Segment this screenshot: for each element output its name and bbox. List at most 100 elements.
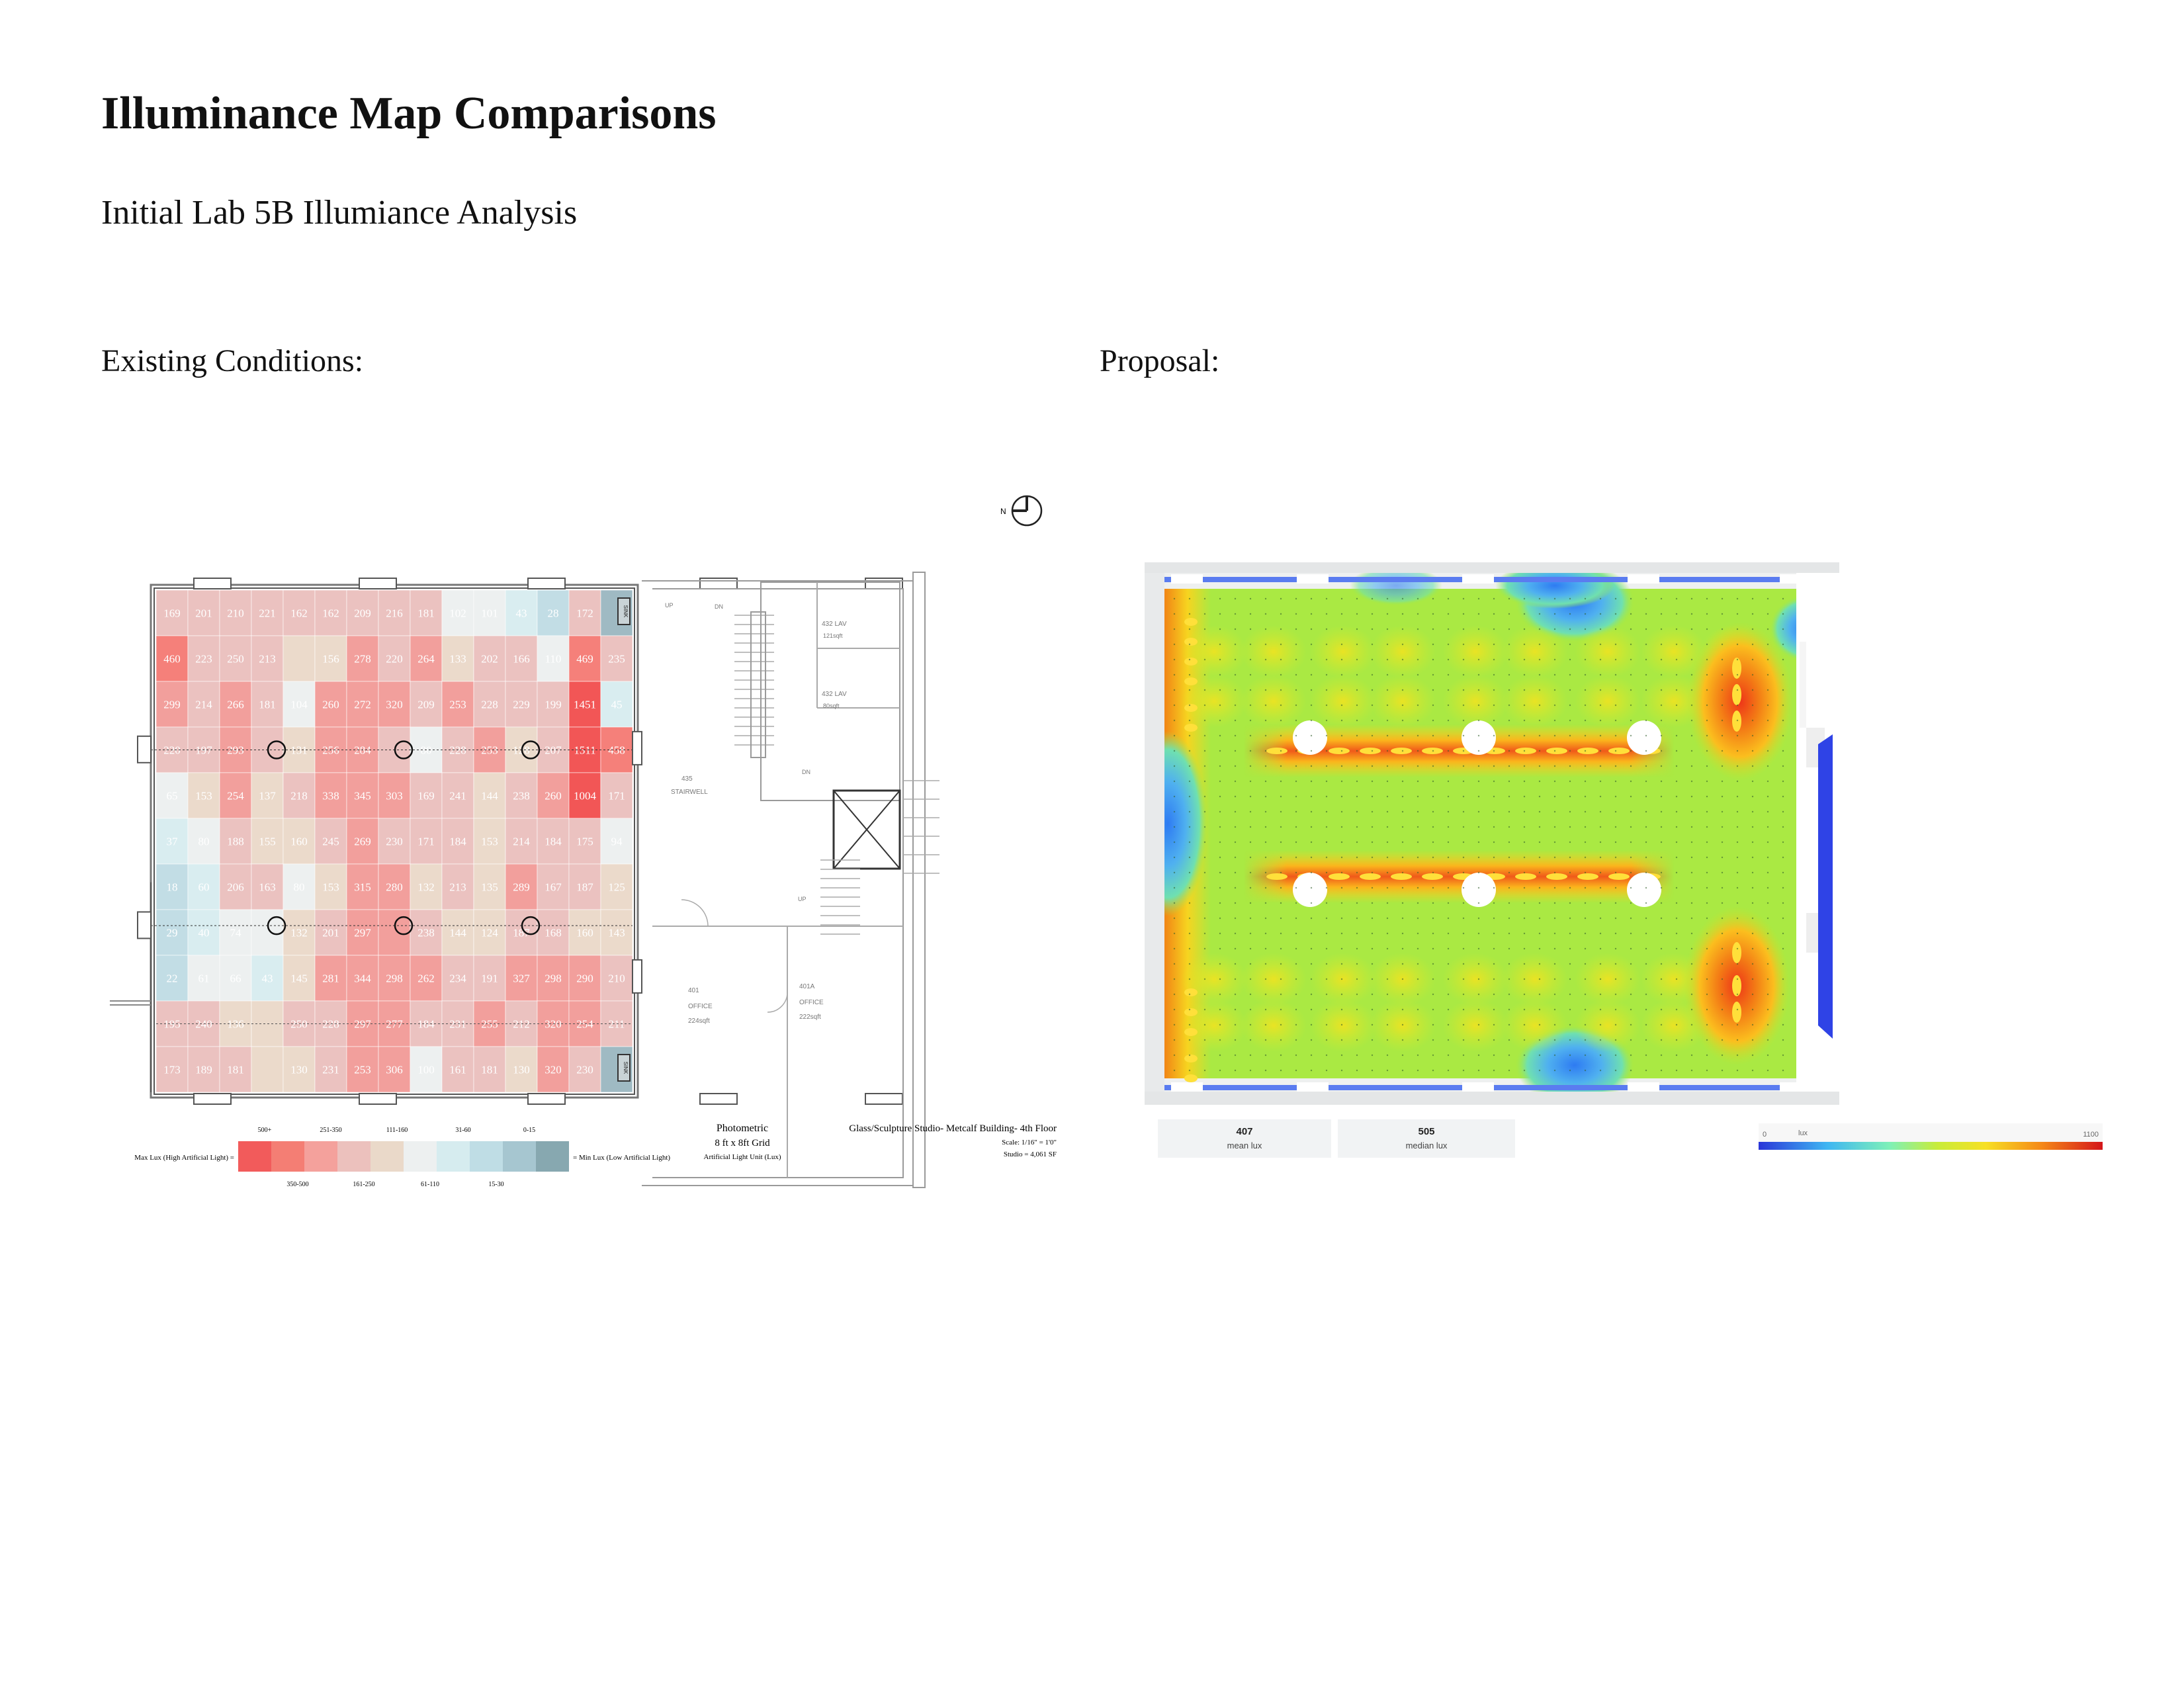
proposal-illuminance-heatmap xyxy=(1145,562,1839,1105)
lux-value: 234 xyxy=(449,973,466,985)
grid-cell xyxy=(378,955,411,1002)
room-label: 432 LAV xyxy=(822,691,847,698)
grid-cell xyxy=(187,909,220,956)
lux-value: 181 xyxy=(227,1064,244,1076)
proposal-heading: Proposal: xyxy=(1100,343,1220,378)
lux-value: 160 xyxy=(290,836,308,848)
lux-value: 272 xyxy=(354,699,371,711)
lux-value: 104 xyxy=(290,699,308,711)
room-label: 224sqft xyxy=(688,1017,710,1025)
existing-illuminance-plan: 169 201 210 221 162 162 209 216 181 102 101 43 28 172… xyxy=(110,495,1057,1188)
grid-cell xyxy=(505,772,538,819)
lux-value: 289 xyxy=(513,881,530,894)
legend-range-label: 350-500 xyxy=(286,1181,308,1188)
lux-value: 278 xyxy=(354,653,371,666)
lux-value: 298 xyxy=(386,973,403,985)
lux-value: 40 xyxy=(198,927,210,939)
grid-cell xyxy=(283,681,316,728)
lux-value: 469 xyxy=(576,653,593,666)
lux-value: 153 xyxy=(481,836,498,848)
column-icon xyxy=(267,916,286,935)
lux-value: 320 xyxy=(386,699,403,711)
grid-cell xyxy=(441,909,474,956)
grid-cell xyxy=(568,772,601,819)
lux-value: 209 xyxy=(417,699,435,711)
room-label: 121sqft xyxy=(823,632,843,639)
grid-cell xyxy=(441,772,474,819)
lux-value: 130 xyxy=(513,1064,530,1076)
lux-value: 266 xyxy=(227,699,244,711)
grid-cell xyxy=(155,1046,189,1093)
legend-max-label: Max Lux (High Artificial Light) = xyxy=(134,1154,234,1162)
grid-cell xyxy=(505,589,538,636)
grid-cell xyxy=(314,589,347,636)
lux-value: 253 xyxy=(449,699,466,711)
lux-value: 144 xyxy=(449,927,466,939)
grid-cell xyxy=(441,589,474,636)
room-label: 401A xyxy=(799,983,815,990)
sink-label: SINK xyxy=(623,1062,629,1074)
grid-cell xyxy=(219,772,252,819)
legend-range-label: 0-15 xyxy=(523,1127,535,1134)
lux-value: 230 xyxy=(386,836,403,848)
grid-cell xyxy=(441,818,474,865)
room-label: DN xyxy=(802,769,810,775)
grid-cell xyxy=(378,635,411,682)
lux-value: 60 xyxy=(198,881,210,894)
lux-value: 229 xyxy=(513,699,530,711)
lux-value: 253 xyxy=(354,1064,371,1076)
lux-value: 223 xyxy=(195,653,212,666)
lux-value: 209 xyxy=(354,607,371,620)
grid-cell xyxy=(187,818,220,865)
lux-value: 241 xyxy=(449,790,466,802)
grid-cell xyxy=(187,681,220,728)
lux-value: 132 xyxy=(417,881,435,894)
lux-value: 101 xyxy=(481,607,498,620)
grid-cell xyxy=(187,589,220,636)
grid-cell xyxy=(314,1046,347,1093)
grid-cell xyxy=(155,818,189,865)
lux-value: 1004 xyxy=(574,790,597,802)
lux-value: 298 xyxy=(545,973,562,985)
lux-value: 187 xyxy=(576,881,593,894)
column-icon xyxy=(521,740,541,759)
lux-value: 43 xyxy=(262,973,273,985)
grid-cell xyxy=(600,955,633,1002)
grid-cell xyxy=(155,772,189,819)
lux-value: 66 xyxy=(230,973,241,985)
legend-range-label: 251-350 xyxy=(320,1127,341,1134)
room-label: 222sqft xyxy=(799,1014,821,1021)
lux-value: 191 xyxy=(481,973,498,985)
grid-cell xyxy=(283,1046,316,1093)
grid-cell xyxy=(441,863,474,910)
lux-value: 327 xyxy=(513,973,530,985)
grid-cell xyxy=(378,1046,411,1093)
column-icon xyxy=(1462,873,1496,907)
legend-swatch xyxy=(536,1141,569,1172)
grid-cell xyxy=(346,635,379,682)
grid-cell xyxy=(568,863,601,910)
lux-value: 171 xyxy=(417,836,435,848)
proposal-walls xyxy=(1145,562,1839,1105)
illuminance-grid: 169 201 210 221 162 162 209 216 181 102 101 43 28 172… xyxy=(143,589,633,1093)
grid-cell xyxy=(600,863,633,910)
page-subtitle: Initial Lab 5B Illumiance Analysis xyxy=(101,194,578,232)
grid-cell xyxy=(410,635,443,682)
grid-cell xyxy=(505,681,538,728)
grid-cell xyxy=(537,818,570,865)
grid-cell xyxy=(410,955,443,1002)
room-label: UP xyxy=(665,602,674,609)
grid-cell xyxy=(568,681,601,728)
area-label: Studio = 4,061 SF xyxy=(1004,1150,1057,1158)
grid-cell xyxy=(473,909,506,956)
grid-cell xyxy=(505,955,538,1002)
column-icon xyxy=(267,740,286,759)
lux-value: 210 xyxy=(608,973,625,985)
lux-value: 166 xyxy=(513,653,530,666)
lux-value: 218 xyxy=(290,790,308,802)
grid-cell xyxy=(473,818,506,865)
lux-value: 460 xyxy=(163,653,181,666)
lux-value: 184 xyxy=(449,836,466,848)
lux-value: 260 xyxy=(545,790,562,802)
lux-value: 162 xyxy=(290,607,308,620)
